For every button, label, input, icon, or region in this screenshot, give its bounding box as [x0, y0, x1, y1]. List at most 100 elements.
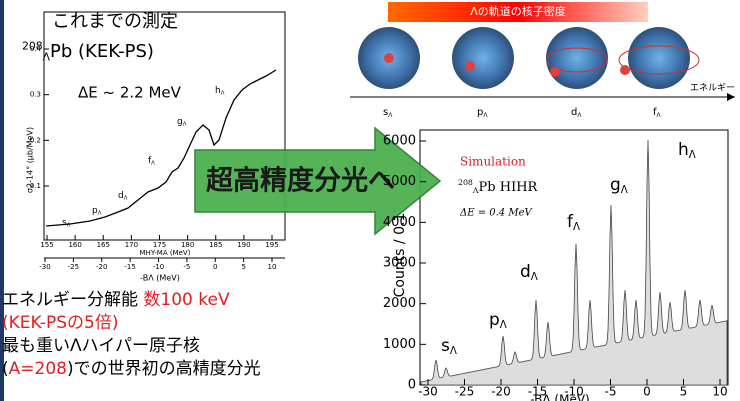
- y-tick-label: 0.2: [30, 136, 41, 144]
- b-label: -BΛ (MeV): [140, 274, 180, 283]
- b-tick-label: -10: [153, 263, 164, 271]
- lambda: [550, 67, 560, 77]
- right-spectrum: [420, 139, 728, 386]
- x-tick-label: 180: [181, 241, 194, 249]
- state-label: dΛ: [118, 191, 128, 202]
- note-segment: A=208: [9, 359, 67, 379]
- b-tick-label: -15: [124, 263, 135, 271]
- label-main: s: [62, 218, 67, 228]
- x-tick-label: 190: [237, 241, 250, 249]
- state-label: fΛ: [148, 156, 155, 167]
- label-sub: Λ: [500, 320, 507, 331]
- y-tick-label: 3000: [383, 256, 416, 271]
- y-tick-label: 2000: [383, 296, 416, 311]
- label-main: s: [441, 336, 450, 356]
- label-main: d: [520, 262, 531, 282]
- state-label: hΛ: [215, 86, 225, 97]
- label-main: f: [567, 212, 574, 232]
- note-segment: 数100 keV: [143, 290, 230, 310]
- label-sub: Λ: [151, 160, 155, 166]
- label-main: f: [653, 107, 657, 118]
- label-sub: Λ: [472, 186, 479, 195]
- x-label: -BΛ (MeV): [530, 393, 589, 401]
- label-sub: Λ: [221, 90, 225, 96]
- label-main: p: [489, 310, 500, 330]
- nuclei: [358, 27, 700, 89]
- note-line: 最も重いΛハイパー原子核: [2, 336, 200, 356]
- note-segment: )での世界初の高精度分光: [67, 359, 261, 379]
- label-main: g: [177, 117, 183, 127]
- note-line: エネルギー分解能 数100 keV: [2, 290, 230, 310]
- nucleus: [628, 27, 690, 89]
- label-main: s: [383, 107, 388, 118]
- state-label: dΛ: [571, 107, 582, 119]
- label-main: d: [118, 191, 124, 201]
- mass-number: 208: [458, 178, 473, 187]
- state-label: hΛ: [678, 140, 696, 161]
- x-tick-label: -15: [528, 385, 548, 399]
- label-main: p: [92, 206, 98, 216]
- label-sub: Λ: [483, 112, 488, 119]
- y-tick-label: 1000: [383, 337, 416, 352]
- nucleus: [546, 27, 608, 89]
- label-main: h: [215, 86, 221, 96]
- state-label: sΛ: [62, 218, 71, 229]
- note-segment: (: [2, 359, 9, 379]
- y-tick-label: 5000: [383, 174, 416, 189]
- energy-arrow: [727, 93, 735, 101]
- b-tick-label: -20: [96, 263, 107, 271]
- label-sub: Λ: [43, 50, 51, 63]
- state-label: 208ΛPb (KEK-PS): [22, 40, 154, 64]
- x-label: MHY-MA (MeV): [140, 249, 191, 257]
- b-tick-label: -30: [39, 263, 50, 271]
- y-label: Counts / 0.1: [392, 213, 408, 298]
- state-label: fΛ: [567, 212, 580, 233]
- lambda: [465, 61, 475, 71]
- note-line: (KEK-PSの5倍): [2, 313, 119, 333]
- label-sub: Λ: [621, 185, 628, 196]
- label-sub: Λ: [573, 222, 580, 233]
- note-segment: (KEK-PSの5倍): [2, 313, 119, 333]
- y-tick-label: 0.1: [30, 182, 41, 190]
- mass-number: 208: [22, 40, 43, 53]
- x-tick-label: 170: [125, 241, 138, 249]
- state-label: pΛ: [92, 206, 102, 217]
- b-tick-label: 5: [241, 263, 245, 271]
- x-tick-label: 10: [712, 385, 727, 399]
- x-tick-label: 175: [153, 241, 166, 249]
- b-tick-label: -25: [68, 263, 79, 271]
- label-sub: Λ: [183, 121, 187, 127]
- diagram-title: Λの軌道の核子密度: [470, 4, 566, 18]
- x-tick-label: 160: [68, 241, 81, 249]
- label-main: d: [571, 107, 577, 118]
- note-segment: 最も重いΛハイパー原子核: [2, 336, 200, 356]
- legend: Simulation: [460, 155, 526, 169]
- x-tick-label: 185: [209, 241, 222, 249]
- state-label: pΛ: [489, 310, 507, 331]
- label-sub: Λ: [657, 112, 662, 119]
- state-label: sΛ: [441, 336, 457, 357]
- label-sub: Λ: [388, 112, 393, 119]
- x-tick-label: -30: [418, 385, 438, 399]
- b-tick-label: 10: [268, 263, 277, 271]
- left-frame: [43, 11, 286, 241]
- x-tick-label: 5: [680, 385, 688, 399]
- b-tick-label: 0: [213, 263, 217, 271]
- x-tick-label: 195: [265, 241, 278, 249]
- x-tick-label: -20: [491, 385, 511, 399]
- state-label: gΛ: [610, 175, 628, 196]
- density-bar: [388, 2, 648, 22]
- x-tick-label: 165: [97, 241, 110, 249]
- y-tick-label: 4000: [383, 215, 416, 230]
- x-tick-label: -5: [605, 385, 617, 399]
- label-sub: Λ: [67, 222, 71, 228]
- x-tick-label: 0: [643, 385, 651, 399]
- lambda: [620, 65, 630, 75]
- state-label: gΛ: [177, 117, 187, 128]
- big-arrow: [194, 126, 442, 236]
- y-tick-label: 6000: [383, 134, 416, 149]
- energy-label: エネルギー: [690, 83, 735, 94]
- note-line: (A=208)での世界初の高精度分光: [2, 359, 261, 379]
- state-label: sΛ: [383, 107, 393, 119]
